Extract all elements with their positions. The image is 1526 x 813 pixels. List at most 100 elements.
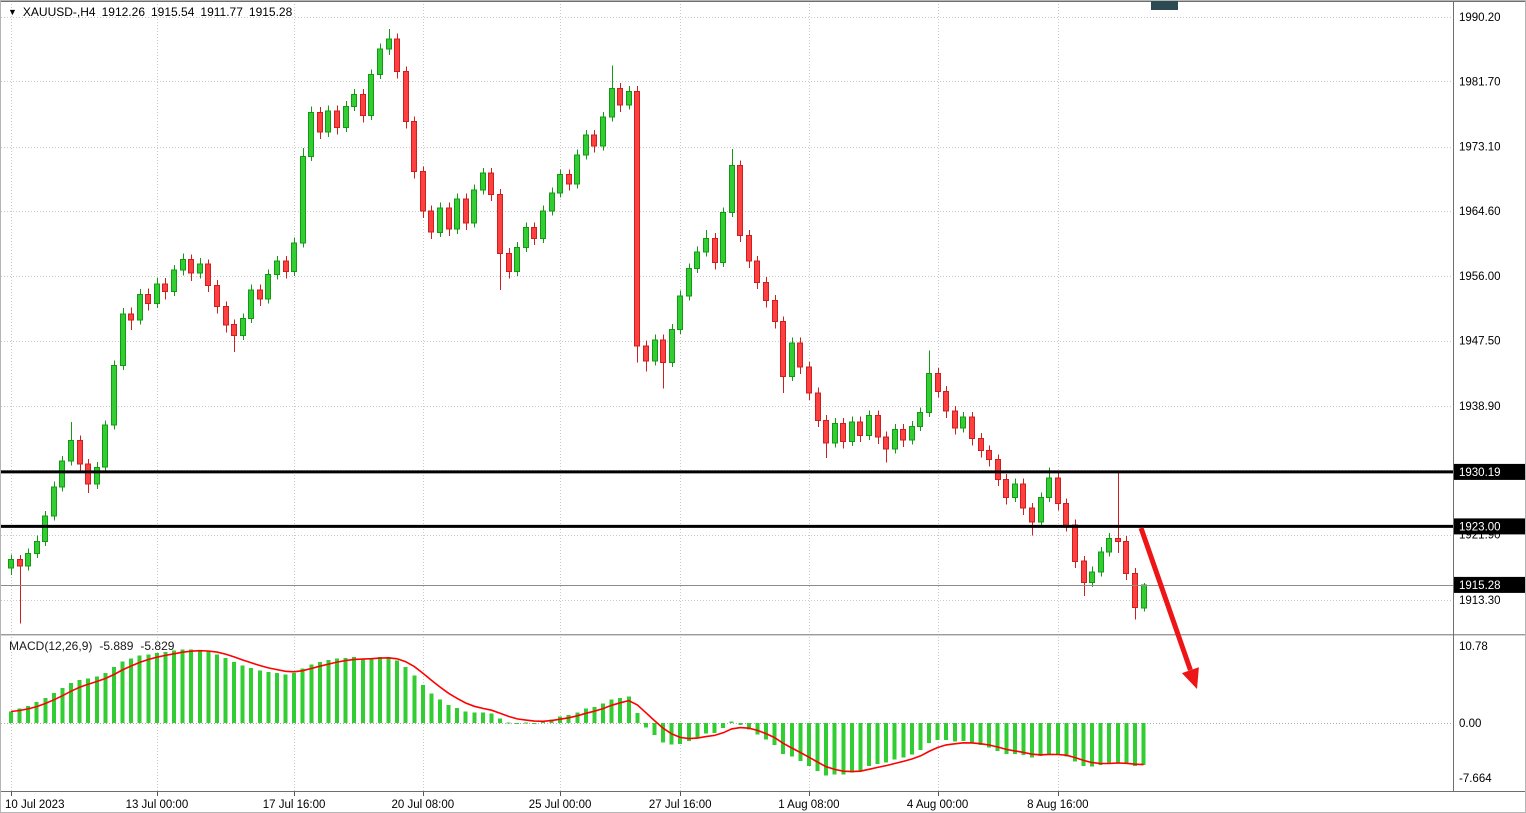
macd-bar [952, 723, 957, 742]
macd-bar [746, 723, 751, 730]
macd-bar [480, 712, 485, 723]
macd-bar [618, 697, 623, 723]
candle-body [42, 515, 48, 543]
candle-body [832, 422, 838, 444]
macd-bar [103, 672, 108, 723]
candle-body [77, 440, 83, 465]
macd-bar [1081, 723, 1086, 766]
candle-body [1115, 538, 1121, 542]
price-axis-label: 1913.30 [1459, 595, 1501, 607]
svg-text:1923.00: 1923.00 [1459, 521, 1501, 533]
macd-bar [249, 667, 254, 723]
candle-body [935, 372, 941, 392]
macd-signal-line [10, 649, 1144, 773]
macd-bar [806, 723, 811, 766]
svg-text:1915.28: 1915.28 [1459, 580, 1501, 592]
time-axis-label: 8 Aug 16:00 [1027, 799, 1088, 811]
macd-bar [420, 685, 425, 723]
macd-bar [403, 667, 408, 723]
macd-bar [352, 657, 357, 723]
macd-bar [686, 723, 691, 741]
candle-body [205, 263, 211, 286]
candle-body [926, 372, 932, 414]
macd-bar [343, 657, 348, 723]
candle-body [729, 165, 735, 214]
candle-body [540, 210, 546, 239]
macd-bar [764, 723, 768, 740]
macd-bar [592, 707, 597, 723]
candle-body [454, 198, 460, 230]
macd-bar [369, 657, 374, 723]
candle-body [823, 419, 829, 444]
candle-body [394, 38, 400, 73]
chart-plot-area[interactable] [1, 1, 1453, 791]
candle-body [8, 559, 14, 569]
candle-body [488, 172, 494, 195]
price-axis-label: 1956.00 [1459, 271, 1501, 283]
candle-body [617, 87, 623, 106]
candle-body [566, 174, 572, 185]
macd-bar [257, 670, 262, 723]
candle-body [180, 259, 186, 271]
candle-body [609, 87, 615, 118]
macd-bar [9, 711, 13, 723]
candle-body [969, 416, 975, 439]
candle-body [197, 263, 203, 274]
macd-bar [755, 723, 760, 735]
price-axis-label: 1938.90 [1459, 401, 1501, 413]
candle-body [1141, 584, 1147, 609]
candle-body [875, 415, 881, 438]
macd-bar [429, 693, 434, 723]
macd-bar [867, 723, 871, 766]
macd-bar [206, 651, 211, 723]
macd-bar [146, 654, 151, 723]
macd-histogram [9, 649, 1146, 776]
macd-bar [266, 672, 271, 723]
candle-body [523, 227, 529, 248]
candle-body [557, 174, 563, 194]
macd-bar [944, 723, 949, 741]
chart-shift-marker[interactable] [1151, 1, 1178, 10]
macd-bar [1115, 723, 1120, 763]
candle-body [471, 189, 477, 224]
candle-body [463, 198, 469, 224]
macd-bar [1047, 723, 1052, 754]
candle-body [772, 300, 778, 323]
candle-body [351, 93, 357, 107]
macd-bar [1021, 723, 1026, 756]
candle-body [420, 171, 426, 212]
candle-body [1106, 538, 1112, 553]
candle-body [686, 268, 692, 297]
candle-body [377, 48, 383, 76]
candle-body [497, 193, 503, 254]
candle-body [25, 553, 31, 567]
candle-body [231, 324, 237, 336]
macd-bar [1038, 723, 1043, 756]
time-axis-label: 20 Jul 08:00 [391, 799, 454, 811]
macd-bar [609, 699, 614, 723]
macd-bar [154, 652, 159, 723]
macd-bar [240, 665, 245, 723]
candle-body [85, 463, 91, 485]
macd-bar [601, 703, 605, 723]
candle-body [188, 259, 194, 274]
macd-bar [626, 696, 631, 723]
candle-body [815, 392, 821, 421]
candle-body [1012, 483, 1018, 498]
macd-bar [961, 723, 966, 741]
time-axis-label: 17 Jul 16:00 [263, 799, 326, 811]
macd-bar [395, 660, 400, 723]
macd-bar [326, 660, 331, 723]
candle-body [746, 234, 752, 262]
time-axis-label: 13 Jul 00:00 [126, 799, 189, 811]
down-arrow-annotation[interactable] [1138, 527, 1199, 689]
candle-body [137, 293, 143, 321]
candle-body [17, 559, 23, 567]
candle-body [308, 112, 314, 157]
candle-body [900, 428, 906, 441]
candle-body [626, 90, 632, 106]
macd-bar [678, 723, 683, 744]
macd-bar [1012, 723, 1017, 754]
macd-bar [43, 697, 48, 723]
